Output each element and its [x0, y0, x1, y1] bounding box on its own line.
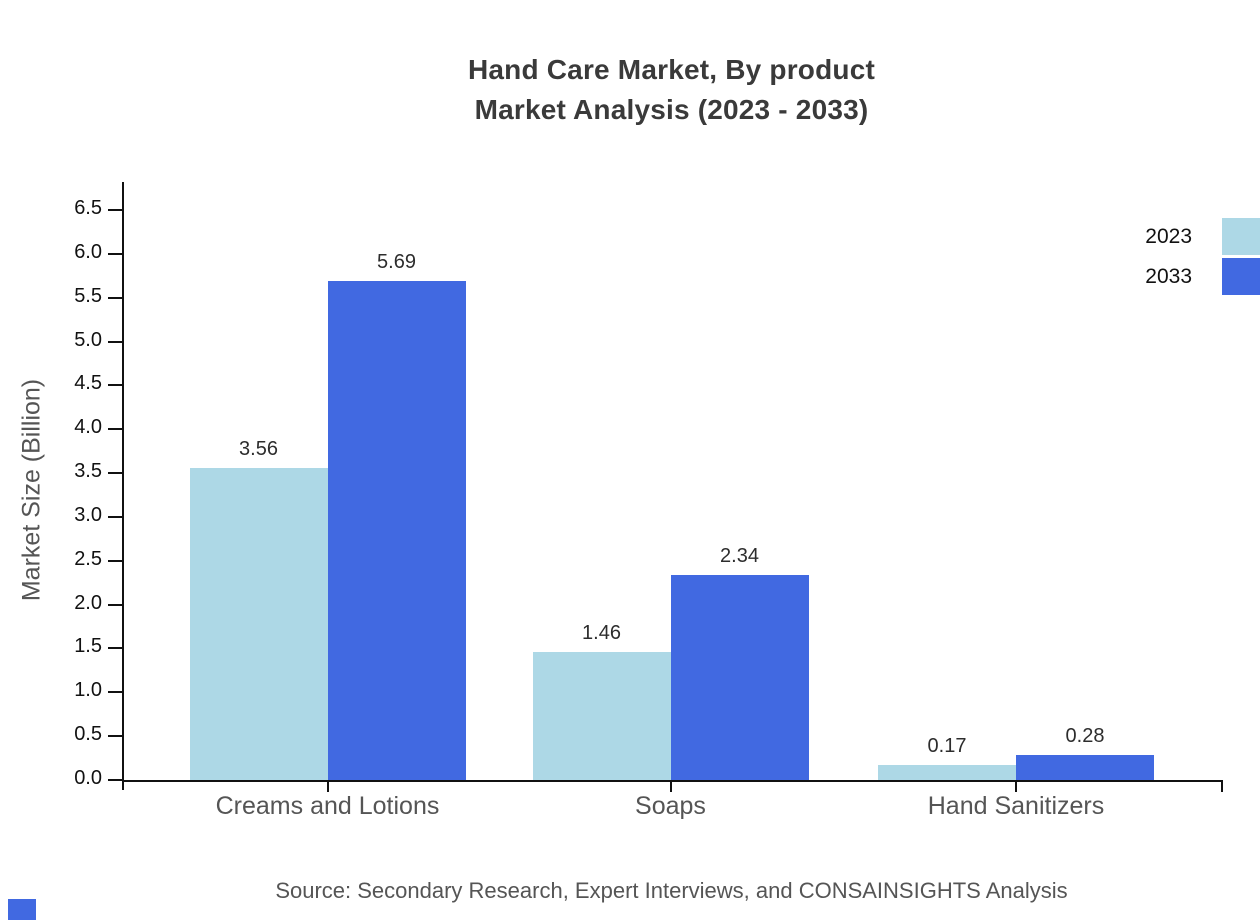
y-axis-tick	[108, 779, 122, 781]
y-axis-tick-label: 4.5	[74, 372, 102, 395]
y-axis-tick-label: 3.5	[74, 460, 102, 483]
y-axis-tick	[108, 296, 122, 299]
y-axis-tick-label: 1.0	[74, 679, 102, 702]
x-axis-tick	[326, 780, 329, 792]
y-axis-tick-label: 0.5	[74, 723, 102, 746]
bar-2033-creams-and-lotions	[327, 281, 466, 780]
chart-title: Hand Care Market, By product Market Anal…	[122, 50, 1221, 130]
y-axis-tick-label: 6.5	[74, 196, 102, 219]
chart-title-line-1: Hand Care Market, By product	[467, 54, 876, 85]
x-axis-category-label: Hand Sanitizers	[927, 792, 1105, 820]
y-axis-tick-label: 3.0	[74, 503, 102, 526]
y-axis-tick	[108, 559, 122, 562]
x-axis-category-label: Creams and Lotions	[215, 792, 440, 820]
legend-swatch-2023	[1222, 218, 1260, 255]
y-axis-tick	[108, 208, 122, 211]
legend-row-2023: 2023	[1145, 218, 1260, 255]
y-axis-tick-label: 2.5	[74, 547, 102, 570]
y-axis-tick	[108, 472, 122, 475]
y-axis-tick	[108, 515, 122, 518]
legend-label-2023: 2023	[1145, 224, 1192, 248]
legend: 2023 2033	[1145, 218, 1260, 298]
bar-2023-creams-and-lotions	[189, 467, 328, 780]
bar-2033-hand-sanitizers	[1016, 755, 1154, 780]
bar-value-label: 5.69	[377, 251, 416, 273]
bar-value-label: 0.28	[1065, 725, 1105, 748]
brand-mark	[8, 899, 36, 920]
y-axis-tick-label: 0.0	[74, 767, 102, 789]
bar-2023-soaps	[532, 651, 671, 780]
y-axis-spine-tail	[122, 780, 124, 790]
x-axis-category-label: Soaps	[635, 792, 706, 820]
y-axis-tick	[108, 428, 122, 431]
y-axis-tick	[108, 735, 122, 738]
y-axis-tick-label: 5.5	[74, 284, 102, 307]
y-axis-tick-label: 1.5	[74, 635, 102, 658]
y-axis-tick-label: 4.0	[74, 416, 102, 439]
plot-area: 0.0 0.5 1.0 1.5 2.0 2.5 3.0 3.5 4.0 4.5 5.0 5.5 6.0 6…	[74, 182, 1223, 820]
y-axis-tick-label: 6.0	[74, 240, 102, 263]
y-axis-tick	[108, 691, 122, 694]
x-axis-tick	[1015, 780, 1017, 792]
legend-label-2033: 2033	[1145, 264, 1192, 288]
y-axis-tick	[108, 340, 122, 343]
source-attribution: Source: Secondary Research, Expert Inter…	[275, 878, 1068, 903]
bar-value-label: 0.17	[927, 735, 967, 758]
y-axis-tick-label: 2.0	[74, 591, 102, 614]
y-axis-tick	[108, 384, 122, 387]
y-axis-tick	[108, 252, 122, 255]
bar-value-label: 3.56	[239, 437, 278, 460]
bar-2023-hand-sanitizers	[878, 765, 1016, 780]
bar-value-label: 2.34	[720, 544, 759, 567]
y-axis-tick	[108, 603, 122, 606]
bar-value-label: 1.46	[582, 621, 621, 644]
legend-swatch-2033	[1222, 258, 1260, 295]
legend-row-2033: 2033	[1145, 258, 1260, 295]
y-axis-tick-label: 5.0	[74, 328, 102, 351]
x-axis-end-tick	[1221, 780, 1223, 792]
chart-title-line-2: Market Analysis (2023 - 2033)	[474, 94, 869, 125]
y-axis-tick	[108, 647, 122, 650]
x-axis-tick	[669, 780, 672, 792]
bar-2033-soaps	[670, 574, 809, 780]
